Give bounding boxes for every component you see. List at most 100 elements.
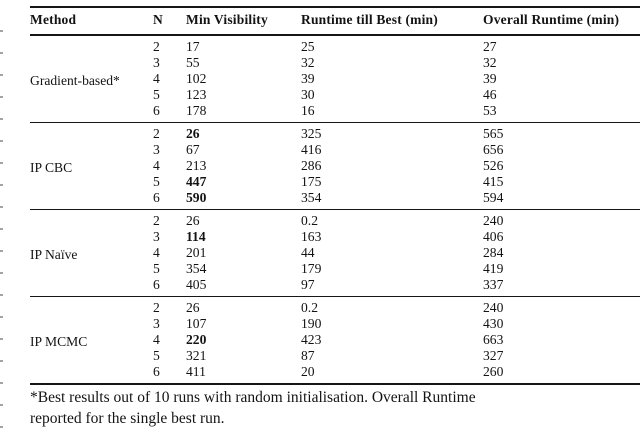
cell-overall-runtime: 565 <box>483 126 504 141</box>
cell-runtime-till-best: 87 <box>301 348 315 363</box>
cell-min-visibility: 17 <box>186 39 200 54</box>
cell-min-visibility: 178 <box>186 103 207 118</box>
cell-n: 5 <box>153 261 160 276</box>
table-row: 5 354 179 419 <box>30 261 640 277</box>
cell-overall-runtime: 53 <box>483 103 497 118</box>
cell-n: 3 <box>153 229 160 244</box>
col-header-method: Method <box>30 7 153 36</box>
cell-n: 5 <box>153 87 160 102</box>
table-footnote: *Best results out of 10 runs with random… <box>30 387 640 429</box>
results-table: Method N Min Visibility Runtime till Bes… <box>30 6 640 385</box>
cell-min-visibility: 114 <box>186 229 206 244</box>
table-row: 3 67 416 656 <box>30 142 640 158</box>
table-row: 3 107 190 430 <box>30 316 640 332</box>
cell-runtime-till-best: 325 <box>301 126 322 141</box>
cell-n: 3 <box>153 316 160 331</box>
cell-overall-runtime: 284 <box>483 245 504 260</box>
cell-min-visibility: 201 <box>186 245 207 260</box>
cell-min-visibility: 26 <box>186 300 200 315</box>
cell-overall-runtime: 663 <box>483 332 504 347</box>
cell-runtime-till-best: 32 <box>301 55 315 70</box>
cell-n: 3 <box>153 142 160 157</box>
left-margin-artifacts <box>0 30 3 428</box>
method-label: IP CBC <box>30 159 73 175</box>
cell-runtime-till-best: 416 <box>301 142 322 157</box>
table-row: 3 55 32 32 <box>30 55 640 71</box>
cell-min-visibility: 354 <box>186 261 207 276</box>
cell-overall-runtime: 526 <box>483 158 504 173</box>
cell-n: 4 <box>153 71 160 86</box>
cell-min-visibility: 107 <box>186 316 207 331</box>
table-row: IP CBC 2 26 325 565 <box>30 123 640 175</box>
cell-min-visibility: 26 <box>186 213 200 228</box>
cell-runtime-till-best: 354 <box>301 190 322 205</box>
cell-min-visibility: 447 <box>186 174 207 189</box>
cell-overall-runtime: 419 <box>483 261 504 276</box>
table-row: 3 114 163 406 <box>30 229 640 245</box>
table-row: 6 405 97 337 <box>30 277 640 297</box>
method-group: Gradient-based* 2 17 25 27 3 55 32 32 4 102 39 39 5 12… <box>30 35 640 123</box>
method-label: IP MCMC <box>30 333 88 349</box>
cell-min-visibility: 102 <box>186 71 207 86</box>
footnote-line-1: *Best results out of 10 runs with random… <box>30 389 476 406</box>
cell-n: 2 <box>153 126 160 141</box>
col-header-runtime-best: Runtime till Best (min) <box>301 7 483 36</box>
cell-runtime-till-best: 0.2 <box>301 300 318 315</box>
cell-min-visibility: 405 <box>186 277 207 292</box>
cell-n: 4 <box>153 245 160 260</box>
method-group: IP CBC 2 26 325 565 3 67 416 656 4 213 286 526 5 447 17… <box>30 122 640 210</box>
cell-overall-runtime: 337 <box>483 277 504 292</box>
cell-n: 6 <box>153 190 160 205</box>
table-row: Gradient-based* 2 17 25 27 <box>30 35 640 88</box>
cell-overall-runtime: 430 <box>483 316 504 331</box>
table-row: 6 411 20 260 <box>30 364 640 384</box>
table-row: 6 178 16 53 <box>30 103 640 123</box>
cell-min-visibility: 220 <box>186 332 207 347</box>
cell-n: 5 <box>153 348 160 363</box>
table-header: Method N Min Visibility Runtime till Bes… <box>30 7 640 36</box>
method-label: IP Naïve <box>30 246 78 262</box>
header-row: Method N Min Visibility Runtime till Bes… <box>30 7 640 36</box>
table-row: IP Naïve 2 26 0.2 240 <box>30 210 640 262</box>
table-row: 4 220 423 663 <box>30 332 640 348</box>
cell-overall-runtime: 656 <box>483 142 504 157</box>
cell-overall-runtime: 240 <box>483 300 504 315</box>
cell-n: 6 <box>153 103 160 118</box>
table-row: 4 201 44 284 <box>30 245 640 261</box>
cell-overall-runtime: 46 <box>483 87 497 102</box>
cell-min-visibility: 411 <box>186 364 206 379</box>
table-row: 4 102 39 39 <box>30 71 640 87</box>
col-header-min-visibility: Min Visibility <box>186 7 301 36</box>
cell-runtime-till-best: 163 <box>301 229 322 244</box>
cell-runtime-till-best: 423 <box>301 332 322 347</box>
table-row: 5 447 175 415 <box>30 174 640 190</box>
cell-overall-runtime: 32 <box>483 55 497 70</box>
table-row: 5 321 87 327 <box>30 348 640 364</box>
cell-overall-runtime: 27 <box>483 39 497 54</box>
method-label: Gradient-based* <box>30 72 120 88</box>
cell-runtime-till-best: 20 <box>301 364 315 379</box>
cell-overall-runtime: 260 <box>483 364 504 379</box>
cell-overall-runtime: 240 <box>483 213 504 228</box>
cell-runtime-till-best: 175 <box>301 174 322 189</box>
cell-overall-runtime: 415 <box>483 174 504 189</box>
cell-min-visibility: 67 <box>186 142 200 157</box>
cell-n: 4 <box>153 158 160 173</box>
table-row: 6 590 354 594 <box>30 190 640 210</box>
cell-runtime-till-best: 0.2 <box>301 213 318 228</box>
cell-runtime-till-best: 286 <box>301 158 322 173</box>
table-row: 5 123 30 46 <box>30 87 640 103</box>
table-row: IP MCMC 2 26 0.2 240 <box>30 297 640 349</box>
cell-min-visibility: 123 <box>186 87 207 102</box>
cell-runtime-till-best: 179 <box>301 261 322 276</box>
cell-runtime-till-best: 30 <box>301 87 315 102</box>
cell-n: 3 <box>153 55 160 70</box>
cell-overall-runtime: 327 <box>483 348 504 363</box>
cell-runtime-till-best: 44 <box>301 245 315 260</box>
method-group: IP Naïve 2 26 0.2 240 3 114 163 406 4 201 44 284 5 354… <box>30 209 640 297</box>
cell-overall-runtime: 406 <box>483 229 504 244</box>
cell-n: 4 <box>153 332 160 347</box>
cell-runtime-till-best: 25 <box>301 39 315 54</box>
cell-n: 6 <box>153 277 160 292</box>
